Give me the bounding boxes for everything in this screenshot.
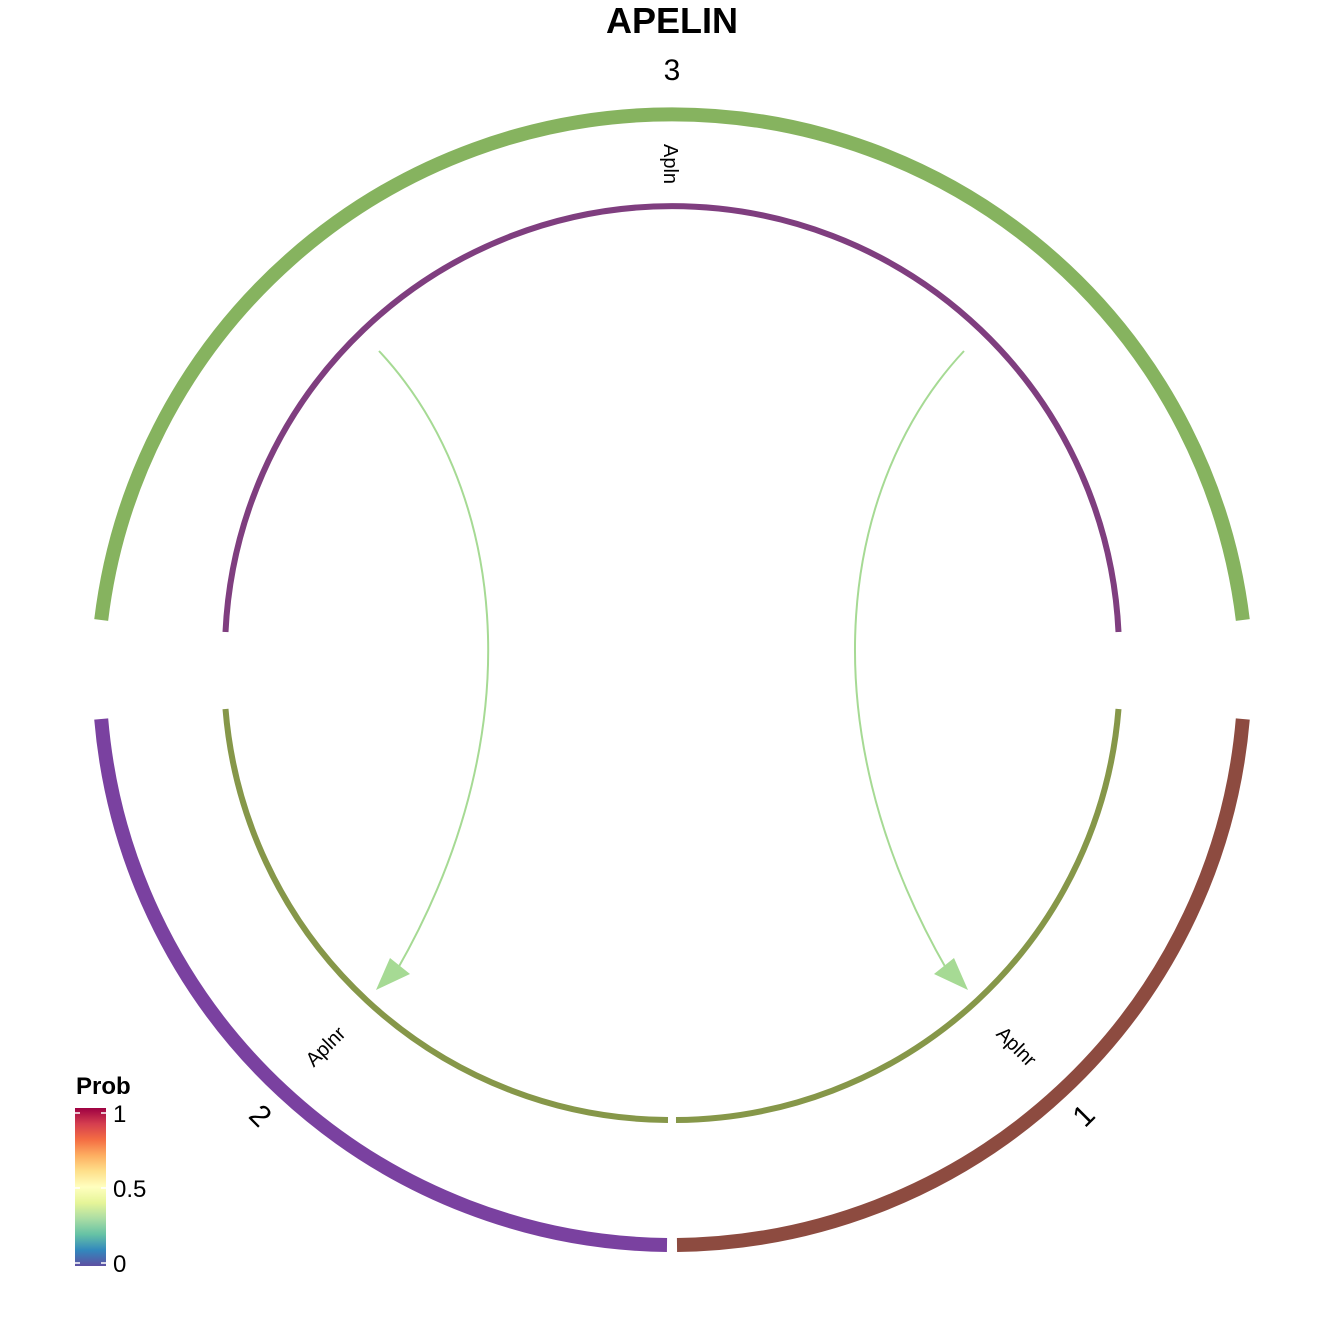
group-label-3: 3 bbox=[664, 54, 681, 87]
group-arc-3 bbox=[94, 107, 1250, 621]
gene-label-aplnr-2: Aplnr bbox=[302, 1022, 351, 1071]
legend-tick-label-0: 0 bbox=[113, 1251, 126, 1278]
group-arc-1 bbox=[676, 718, 1250, 1252]
legend-title: Prob bbox=[76, 1073, 131, 1100]
gene-label-apln: Apln bbox=[659, 144, 681, 184]
gene-arc-aplnr-1 bbox=[675, 708, 1122, 1123]
gene-arc-apln bbox=[222, 203, 1122, 633]
legend-tick-label-05: 0.5 bbox=[113, 1176, 146, 1203]
legend-colorbar bbox=[75, 1108, 106, 1266]
chart-title: APELIN bbox=[606, 0, 738, 41]
link-3-to-1-arrowhead bbox=[934, 958, 968, 990]
group-arc-2 bbox=[94, 718, 668, 1252]
legend-tick-label-1: 1 bbox=[113, 1101, 126, 1128]
group-label-2: 2 bbox=[242, 1098, 277, 1133]
link-3-to-1 bbox=[853, 350, 965, 971]
link-3-to-2-arrowhead bbox=[376, 958, 410, 990]
gene-arc-aplnr-2 bbox=[222, 708, 669, 1123]
gene-label-aplnr-1: Aplnr bbox=[992, 1023, 1041, 1072]
group-label-1: 1 bbox=[1066, 1098, 1101, 1133]
prob-legend: Prob 1 0.5 0 bbox=[75, 1073, 146, 1278]
link-3-to-2 bbox=[378, 350, 490, 971]
